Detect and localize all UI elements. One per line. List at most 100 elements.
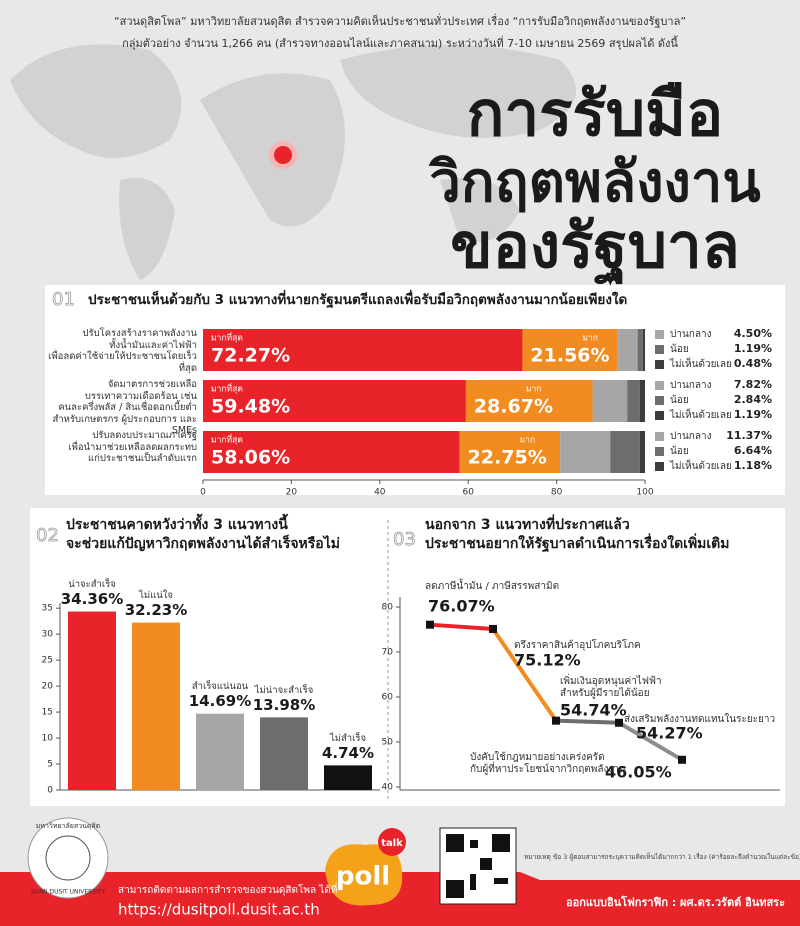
footer-band [0,872,800,926]
y-tick-label: 0 [47,786,53,796]
y-tick-label: 50 [382,738,394,748]
category-label: บังคับใช้กฎหมายอย่างเคร่งครัด กับผู้ที่ห… [470,752,626,775]
legend-swatch [655,432,664,441]
x-tick-label: 20 [286,488,298,498]
bar [132,622,180,790]
x-tick-label: 40 [374,488,386,498]
data-label: 46.05% [605,763,672,782]
bar-segment [560,431,611,473]
legend-name: ปานกลาง [670,431,712,442]
legend-name: ปานกลาง [670,380,712,391]
legend-swatch [655,396,664,405]
y-tick-label: 25 [42,656,53,666]
qr-block [492,834,510,852]
bar-segment [592,380,628,422]
legend-swatch [655,411,664,420]
category-label: ตรึงราคาสินค้าอุปโภคบริโภค [514,640,641,651]
data-label: 54.27% [636,724,703,743]
qr-block [446,834,464,852]
legend-name: น้อย [670,343,689,355]
bar [260,717,308,790]
map-shape [440,178,520,242]
bar-segment [639,380,645,422]
data-label: 6.64% [734,444,772,457]
legend-swatch [655,381,664,390]
bar-segment [639,431,645,473]
university-logo [27,817,109,899]
section-number: 02 [36,525,59,546]
category-label: ไม่น่าจะสำเร็จ [254,683,314,696]
category-label: จัดมาตรการช่วยเหลือ บรรเทาความเดือดร้อน … [52,379,197,436]
y-tick-label: 15 [42,708,53,718]
qr-block [480,858,492,870]
y-tick-label: 30 [42,630,54,640]
data-label: 0.48% [734,357,772,370]
legend-swatch [655,345,664,354]
brand-tag: talk [381,838,403,849]
line-segment [429,622,494,631]
data-label: 76.07% [428,597,495,616]
bar-segment [203,431,460,473]
data-label: 7.82% [734,378,772,391]
legend-name: น้อย [670,394,689,406]
main-title: ของรัฐบาล [450,209,740,286]
talk-bubble [378,828,406,856]
data-label: 22.75% [468,447,547,469]
line-segment [555,718,620,725]
point [615,718,623,727]
main-title: การรับมือ [467,77,723,150]
legend-name: ไม่เห็นด้วยเลย [669,407,732,421]
data-label: 14.69% [189,692,251,710]
line-segment [491,627,558,722]
bar [324,765,372,790]
data-label: 21.56% [530,345,609,367]
y-tick-label: 70 [382,648,394,658]
intro-line: “สวนดุสิตโพล” มหาวิทยาลัยสวนดุสิต สำรวจค… [114,13,686,28]
segment-name: มาก [520,436,536,446]
legend-swatch [655,360,664,369]
segment-name: มาก [582,334,598,344]
designer: ออกแบบอินโฟกราฟิก : ผศ.ดร.วรัตต์ อินทสระ [566,895,785,909]
data-label: 75.12% [514,651,581,670]
chart-title: ประชาชนคาดหวังว่าทั้ง 3 แนวทางนี้ จะช่วย… [66,517,340,552]
bar-segment [203,329,523,371]
data-label: 28.67% [474,396,553,418]
segment-name: มาก [526,385,542,395]
bar-segment [627,380,640,422]
bar-segment [203,380,466,422]
data-label: 34.36% [61,590,123,608]
legend-name: น้อย [670,445,689,457]
data-label: 59.48% [211,396,290,418]
category-label: สำเร็จแน่นอน [192,679,249,692]
qr-block [494,878,508,884]
legend-name: ไม่เห็นด้วยเลย [669,356,732,370]
data-label: 4.74% [322,744,374,762]
point [552,716,560,725]
y-tick-label: 40 [382,783,394,793]
data-label: 1.19% [734,408,772,421]
point [489,624,497,633]
legend-swatch [655,462,664,471]
logo-text: SUAN DUSIT UNIVERSITY [31,889,106,896]
data-label: 11.37% [726,429,772,442]
bar-segment [522,329,618,371]
category-label: ไม่สำเร็จ [329,731,366,744]
bar [196,713,244,790]
bar-segment [459,431,561,473]
marker-dot [274,146,292,164]
legend-name: ปานกลาง [670,329,712,340]
data-label: 72.27% [211,345,290,367]
y-tick-label: 10 [42,734,54,744]
point [426,620,434,629]
url[interactable]: https://dusitpoll.dusit.ac.th [118,901,320,919]
data-label: 4.50% [734,327,772,340]
data-label: 58.06% [211,447,290,469]
legend-name: ไม่เห็นด้วยเลย [669,458,732,472]
category-label: ปรับลดงบประมาณภาครัฐ เพื่อนำมาช่วยเหลือล… [68,430,197,464]
point [678,755,686,764]
x-tick-label: 60 [462,488,474,498]
y-tick-label: 60 [382,693,394,703]
bar-segment [642,329,645,371]
